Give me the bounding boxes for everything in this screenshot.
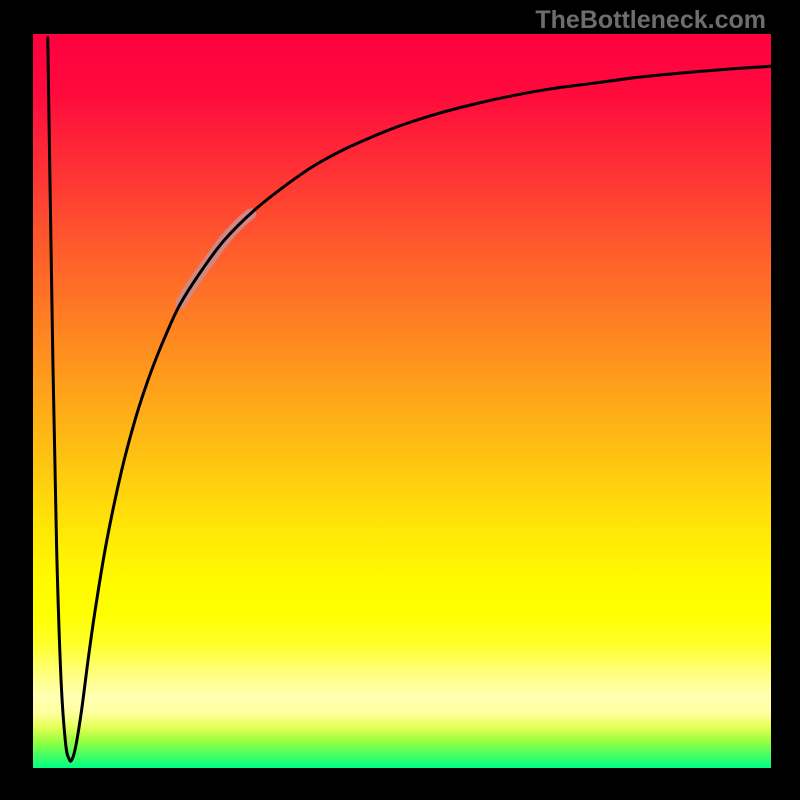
plot-area bbox=[33, 34, 771, 768]
watermark-text: TheBottleneck.com bbox=[535, 6, 766, 35]
highlight-segment bbox=[181, 214, 251, 304]
bottleneck-curve bbox=[48, 38, 771, 762]
curve-svg bbox=[33, 34, 771, 768]
chart-frame: TheBottleneck.com bbox=[0, 0, 800, 800]
